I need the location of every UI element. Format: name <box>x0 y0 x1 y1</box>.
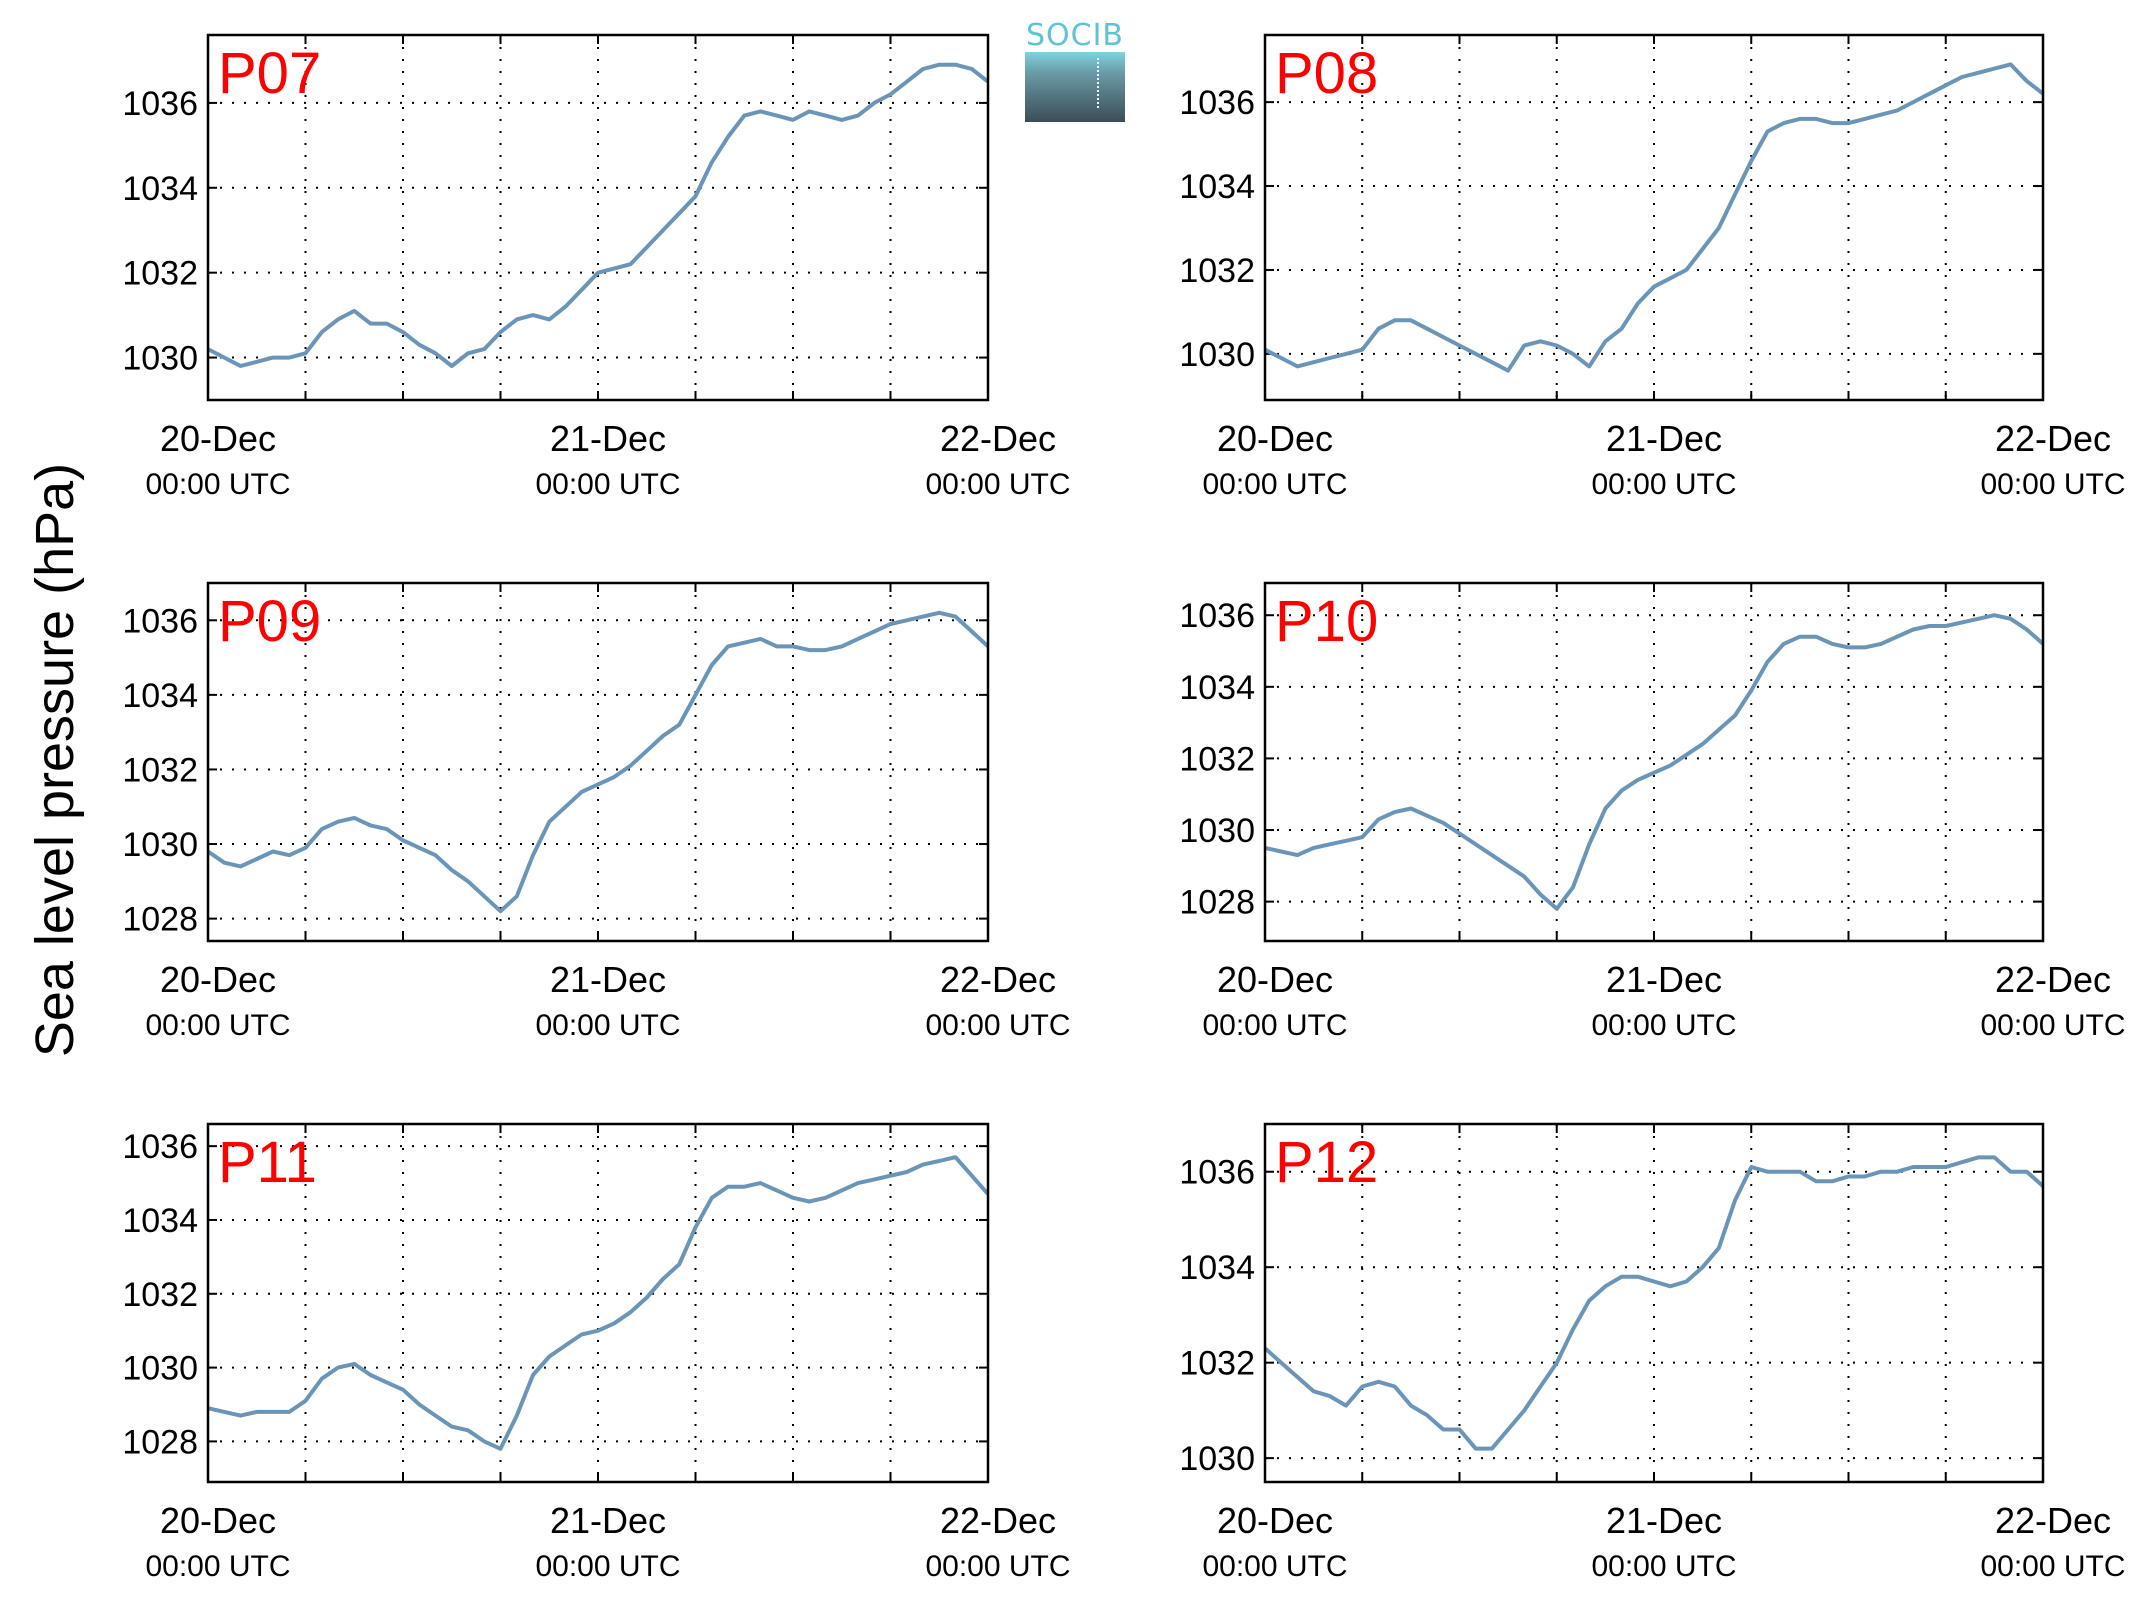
panel-label: P07 <box>218 41 321 106</box>
socib-logo: SOCIB <box>1025 18 1125 122</box>
x-tick-label-time: 00:00 UTC <box>535 1009 680 1042</box>
series-line-p12 <box>1263 1155 2045 1451</box>
x-tick-label-date: 20-Dec <box>160 418 276 459</box>
y-tick-label: 1036 <box>122 85 198 123</box>
x-tick-label-time: 00:00 UTC <box>1980 1009 2125 1042</box>
logo-dash <box>1097 58 1099 108</box>
x-tick-label-date: 22-Dec <box>1995 959 2111 1000</box>
y-tick-label: 1032 <box>1179 1345 1255 1383</box>
x-tick-label-date: 22-Dec <box>1995 1500 2111 1541</box>
y-tick-label: 1030 <box>122 826 198 864</box>
panel-p09: 1028 1030 1032 1034 1036 P09 20-Dec 00:00 UTC 21… <box>122 581 1071 1042</box>
y-tick-label: 1034 <box>1179 168 1255 206</box>
x-tick-label-date: 20-Dec <box>1217 959 1333 1000</box>
axes-frame <box>206 1122 990 1484</box>
y-tick-label: 1030 <box>122 340 198 378</box>
x-tick-label-time: 00:00 UTC <box>1980 468 2125 501</box>
x-tick-label-date: 20-Dec <box>1217 1500 1333 1541</box>
x-tick-label-time: 00:00 UTC <box>1591 1009 1736 1042</box>
y-tick-label: 1036 <box>122 602 198 640</box>
x-tick-label-date: 21-Dec <box>1606 418 1722 459</box>
x-tick-label-time: 00:00 UTC <box>1202 468 1347 501</box>
x-tick-label-time: 00:00 UTC <box>925 1550 1070 1583</box>
x-tick-label-time: 00:00 UTC <box>145 1550 290 1583</box>
panel-p07: 1030 1032 1034 1036 P07 20-Dec 00:00 UTC 21-Dec… <box>122 33 1071 501</box>
y-tick-label: 1030 <box>1179 812 1255 850</box>
x-tick-label-date: 22-Dec <box>1995 418 2111 459</box>
panel-p11: 1028 1030 1032 1034 1036 P11 20-Dec 00:00 UTC 21… <box>122 1122 1071 1583</box>
x-tick-label-date: 21-Dec <box>550 959 666 1000</box>
y-tick-label: 1028 <box>122 1423 198 1461</box>
y-tick-label: 1032 <box>122 751 198 789</box>
x-tick-label-time: 00:00 UTC <box>925 1009 1070 1042</box>
x-tick-label-date: 22-Dec <box>940 1500 1056 1541</box>
x-tick-label-time: 00:00 UTC <box>925 468 1070 501</box>
y-tick-label: 1034 <box>122 170 198 208</box>
series-line-p07 <box>207 62 990 368</box>
x-tick-label-date: 21-Dec <box>550 1500 666 1541</box>
panel-label: P09 <box>218 589 321 654</box>
logo-text: SOCIB <box>1025 18 1125 53</box>
panel-p10: 1028 1030 1032 1034 1036 P10 20-Dec 00:00 UTC 21… <box>1179 581 2126 1042</box>
y-tick-label: 1036 <box>1179 1154 1255 1192</box>
axes-frame <box>1263 33 2045 402</box>
y-tick-label: 1032 <box>1179 252 1255 290</box>
axes-frame <box>1263 1122 2045 1484</box>
x-tick-label-time: 00:00 UTC <box>535 468 680 501</box>
y-tick-label: 1034 <box>122 1202 198 1240</box>
x-tick-label-time: 00:00 UTC <box>535 1550 680 1583</box>
y-tick-label: 1032 <box>1179 740 1255 778</box>
x-tick-label-date: 20-Dec <box>160 1500 276 1541</box>
series-line-p11 <box>207 1155 990 1451</box>
y-tick-label: 1032 <box>122 1276 198 1314</box>
series-line-p08 <box>1264 62 2045 373</box>
axes-frame <box>206 581 990 943</box>
x-tick-label-date: 21-Dec <box>1606 959 1722 1000</box>
axes-frame <box>1263 581 2045 943</box>
x-tick-label-time: 00:00 UTC <box>1591 1550 1736 1583</box>
y-tick-label: 1030 <box>1179 336 1255 374</box>
x-tick-label-time: 00:00 UTC <box>1591 468 1736 501</box>
y-tick-label: 1036 <box>122 1128 198 1166</box>
x-tick-label-date: 22-Dec <box>940 959 1056 1000</box>
x-tick-label-time: 00:00 UTC <box>1980 1550 2125 1583</box>
y-tick-label: 1034 <box>122 677 198 715</box>
y-axis-label: Sea level pressure (hPa) <box>25 462 85 1058</box>
y-tick-label: 1030 <box>122 1350 198 1388</box>
axes-frame <box>206 33 990 402</box>
series-line-p09 <box>206 610 990 914</box>
x-tick-label-time: 00:00 UTC <box>145 468 290 501</box>
y-tick-label: 1036 <box>1179 597 1255 635</box>
x-tick-label-date: 20-Dec <box>1217 418 1333 459</box>
y-tick-label: 1032 <box>122 255 198 293</box>
panel-label: P12 <box>1275 1130 1378 1195</box>
x-tick-label-date: 21-Dec <box>1606 1500 1722 1541</box>
y-tick-label: 1028 <box>122 901 198 939</box>
y-tick-label: 1028 <box>1179 884 1255 922</box>
panel-label: P10 <box>1275 589 1378 654</box>
logo-block <box>1025 52 1125 122</box>
panel-label: P11 <box>218 1130 317 1195</box>
panel-label: P08 <box>1275 41 1378 106</box>
y-tick-label: 1036 <box>1179 84 1255 122</box>
y-tick-label: 1030 <box>1179 1440 1255 1478</box>
y-tick-label: 1034 <box>1179 669 1255 707</box>
series-line-p10 <box>1264 613 2045 911</box>
x-tick-label-date: 22-Dec <box>940 418 1056 459</box>
x-tick-label-time: 00:00 UTC <box>1202 1550 1347 1583</box>
x-tick-label-date: 21-Dec <box>550 418 666 459</box>
x-tick-label-date: 20-Dec <box>160 959 276 1000</box>
x-tick-label-time: 00:00 UTC <box>1202 1009 1347 1042</box>
panel-p12: 1030 1032 1034 1036 P12 20-Dec 00:00 UTC 21-Dec… <box>1179 1122 2126 1583</box>
y-tick-label: 1034 <box>1179 1249 1255 1287</box>
x-tick-label-time: 00:00 UTC <box>145 1009 290 1042</box>
panel-p08: 1030 1032 1034 1036 P08 20-Dec 00:00 UTC 21-Dec… <box>1179 33 2126 501</box>
